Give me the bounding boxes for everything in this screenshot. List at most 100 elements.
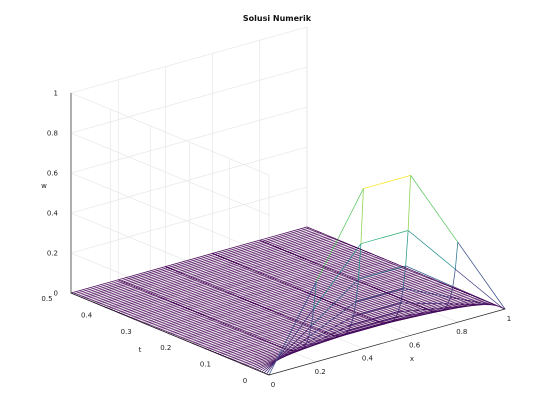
mesh-line-t — [249, 255, 298, 270]
mesh-line-t — [407, 288, 456, 303]
mesh-line-t — [308, 247, 357, 262]
mesh-line-t — [358, 265, 407, 280]
mesh-line-x — [447, 296, 451, 305]
mesh-line-x — [487, 301, 491, 304]
mesh-line-x — [440, 281, 444, 284]
mesh-line-x — [142, 289, 146, 292]
mesh-line-t — [328, 287, 377, 302]
mesh-line-x — [422, 274, 427, 277]
mesh-line-t — [234, 281, 283, 296]
mesh-line-t — [341, 260, 390, 275]
mesh-line-t — [192, 296, 241, 311]
mesh-line-x — [378, 321, 382, 323]
mesh-line-x — [351, 245, 355, 247]
mesh-line-t — [410, 289, 459, 304]
mesh-line-t — [167, 319, 216, 334]
mesh-line-t — [289, 238, 338, 253]
mesh-line-x — [311, 294, 315, 296]
mesh-line-t — [194, 330, 243, 345]
mesh-line-x — [266, 308, 270, 311]
mesh-line-x — [157, 295, 161, 298]
mesh-line-x — [375, 287, 379, 290]
mesh-line-x — [425, 275, 429, 278]
mesh-line-t — [425, 295, 474, 309]
mesh-line-t — [422, 294, 471, 309]
mesh-line-t — [142, 276, 191, 291]
mesh-line-x — [276, 279, 280, 282]
mesh-line-x — [328, 301, 332, 303]
mesh-line-x — [224, 323, 228, 326]
mesh-line-x — [296, 255, 300, 257]
mesh-line-x — [234, 327, 238, 330]
mesh-line-x — [370, 253, 375, 256]
mesh-line-t — [325, 319, 374, 334]
x-tick-label: 0.4 — [362, 355, 374, 363]
mesh-line-t — [268, 296, 317, 311]
mesh-line-t — [243, 350, 292, 366]
mesh-line-t — [140, 275, 189, 290]
mesh-line-t — [320, 317, 369, 332]
mesh-line-t — [226, 311, 275, 326]
mesh-line-x — [268, 309, 273, 312]
mesh-line-x — [427, 276, 432, 279]
mesh-line-x — [212, 285, 216, 288]
mesh-line-t — [264, 294, 312, 308]
mesh-line-x — [259, 239, 263, 242]
mesh-line-t — [162, 317, 211, 332]
mesh-line-x — [229, 260, 233, 262]
mesh-line-t — [149, 279, 198, 294]
mesh-line-t — [283, 334, 332, 349]
mesh-line-t — [276, 233, 325, 248]
mesh-line-x — [279, 280, 283, 283]
mesh-line-t — [199, 332, 248, 347]
mesh-line-x — [410, 302, 414, 305]
z-tick-label: 0.4 — [47, 210, 59, 218]
mesh-line-t — [266, 262, 315, 277]
mesh-line-t — [358, 267, 407, 282]
mesh-line-x — [147, 291, 151, 294]
mesh-line-x — [182, 273, 186, 276]
mesh-line-x — [284, 250, 288, 252]
mesh-line-x — [383, 258, 387, 261]
mesh-line-x — [249, 333, 253, 336]
mesh-line-t — [323, 318, 372, 333]
mesh-line-t — [194, 297, 243, 312]
mesh-line-x — [442, 307, 446, 311]
mesh-line-x — [308, 325, 312, 338]
mesh-line-x — [244, 299, 248, 301]
mesh-line-x — [172, 301, 176, 304]
mesh-line-t — [87, 286, 136, 301]
mesh-line-x — [241, 297, 245, 300]
mesh-line-x — [390, 261, 395, 264]
mesh-line-t — [226, 343, 275, 358]
mesh-line-t — [147, 311, 196, 326]
mesh-line-t — [318, 283, 367, 298]
mesh-line-x — [204, 315, 208, 318]
mesh-line-x — [179, 272, 184, 275]
mesh-line-x — [348, 244, 352, 246]
mesh-line-t — [273, 298, 322, 313]
mesh-line-x — [281, 314, 285, 317]
mesh-line-t — [375, 274, 424, 289]
mesh-line-x — [474, 296, 479, 299]
mesh-line-x — [202, 281, 206, 284]
mesh-line-t — [278, 300, 327, 315]
mesh-line-t — [410, 175, 459, 243]
mesh-line-t — [271, 231, 320, 246]
mesh-line-t — [380, 276, 429, 291]
mesh-line-t — [264, 261, 313, 276]
mesh-line-x — [370, 285, 375, 288]
mesh-line-x — [271, 277, 275, 280]
mesh-line-x — [348, 324, 352, 331]
mesh-line-t — [224, 277, 273, 292]
mesh-line-x — [313, 327, 317, 330]
mesh-line-x — [316, 328, 320, 331]
mesh-line-x — [174, 302, 178, 305]
mesh-line-t — [291, 335, 340, 351]
mesh-line-t — [313, 243, 362, 310]
mesh-line-x — [216, 320, 221, 323]
mesh-line-x — [253, 335, 258, 338]
mesh-line-t — [147, 278, 196, 293]
mesh-line-t — [177, 290, 226, 305]
mesh-line-t — [301, 276, 350, 291]
